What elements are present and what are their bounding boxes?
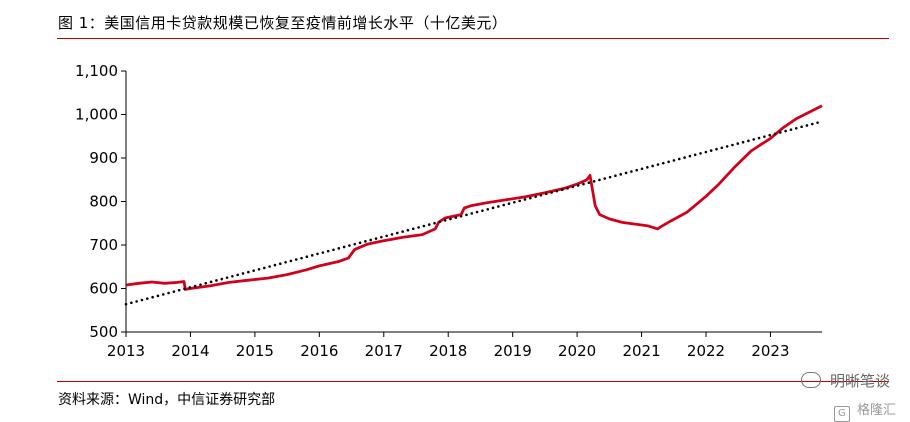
x-tick-label: 2020	[558, 342, 596, 360]
source-note: 资料来源：Wind，中信证券研究部	[58, 392, 276, 408]
x-tick-label: 2016	[300, 342, 338, 360]
top-divider	[57, 38, 889, 39]
x-tick-label: 2021	[622, 342, 660, 360]
x-tick-label: 2023	[751, 342, 789, 360]
plot-area	[124, 104, 824, 306]
credit-card-loans-line	[125, 104, 823, 291]
y-tick-label: 1,000	[75, 106, 118, 124]
wechat-icon	[801, 372, 822, 388]
y-tick-label: 700	[89, 236, 118, 254]
x-tick-label: 2013	[107, 342, 145, 360]
x-tick-label: 2017	[365, 342, 403, 360]
gelonghui-logo-icon: G	[833, 406, 850, 422]
y-tick-label: 900	[89, 149, 118, 167]
x-tick-label: 2014	[171, 342, 209, 360]
watermark-text: 明晰笔谈	[829, 372, 890, 390]
trend-line	[124, 120, 824, 306]
bottom-divider	[57, 381, 889, 382]
watermark: 明晰笔谈	[801, 370, 890, 391]
y-tick-label: 1,100	[75, 62, 118, 80]
y-tick-label: 600	[89, 280, 118, 298]
y-tick-label: 500	[89, 323, 118, 341]
axes: 500 600 700 800 900 1,000 1,100 2013 2014 2015 201…	[75, 62, 822, 360]
x-tick-label: 2019	[494, 342, 532, 360]
y-tick-label: 800	[89, 193, 118, 211]
chart-title: 图 1：美国信用卡贷款规模已恢复至疫情前增长水平（十亿美元）	[58, 14, 508, 32]
watermark-secondary: G 格隆汇	[833, 399, 896, 422]
watermark-secondary-text: 格隆汇	[856, 403, 896, 418]
x-tick-label: 2018	[429, 342, 467, 360]
line-chart: 500 600 700 800 900 1,000 1,100 2013 2014 2015 201…	[75, 62, 824, 360]
x-tick-label: 2015	[236, 342, 274, 360]
x-tick-label: 2022	[687, 342, 725, 360]
